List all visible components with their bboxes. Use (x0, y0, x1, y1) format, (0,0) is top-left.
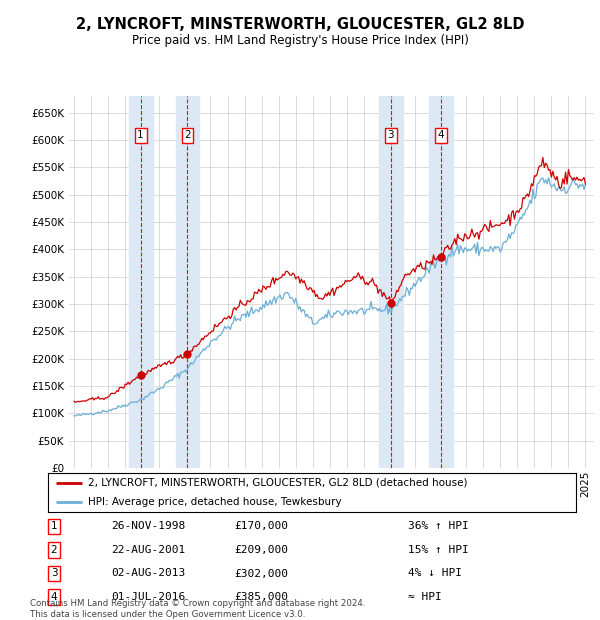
Text: 4: 4 (50, 592, 58, 602)
Text: Contains HM Land Registry data © Crown copyright and database right 2024.
This d: Contains HM Land Registry data © Crown c… (30, 600, 365, 619)
Text: 3: 3 (388, 130, 394, 140)
Text: HPI: Average price, detached house, Tewkesbury: HPI: Average price, detached house, Tewk… (88, 497, 341, 507)
Text: 3: 3 (50, 569, 58, 578)
Text: 01-JUL-2016: 01-JUL-2016 (111, 592, 185, 602)
Text: 22-AUG-2001: 22-AUG-2001 (111, 545, 185, 555)
Text: Price paid vs. HM Land Registry's House Price Index (HPI): Price paid vs. HM Land Registry's House … (131, 34, 469, 47)
Text: 2, LYNCROFT, MINSTERWORTH, GLOUCESTER, GL2 8LD (detached house): 2, LYNCROFT, MINSTERWORTH, GLOUCESTER, G… (88, 477, 467, 488)
Text: 1: 1 (137, 130, 144, 140)
Text: £170,000: £170,000 (234, 521, 288, 531)
Text: 36% ↑ HPI: 36% ↑ HPI (408, 521, 469, 531)
Text: 26-NOV-1998: 26-NOV-1998 (111, 521, 185, 531)
Bar (379, 96, 403, 468)
Text: ≈ HPI: ≈ HPI (408, 592, 442, 602)
Text: 4% ↓ HPI: 4% ↓ HPI (408, 569, 462, 578)
Text: £209,000: £209,000 (234, 545, 288, 555)
Text: 4: 4 (437, 130, 444, 140)
Text: 1: 1 (50, 521, 58, 531)
Text: 15% ↑ HPI: 15% ↑ HPI (408, 545, 469, 555)
Text: £302,000: £302,000 (234, 569, 288, 578)
Text: 2: 2 (50, 545, 58, 555)
Text: 2: 2 (184, 130, 191, 140)
Bar (128, 96, 152, 468)
Text: £385,000: £385,000 (234, 592, 288, 602)
Text: 2, LYNCROFT, MINSTERWORTH, GLOUCESTER, GL2 8LD: 2, LYNCROFT, MINSTERWORTH, GLOUCESTER, G… (76, 17, 524, 32)
Bar (176, 96, 199, 468)
Bar (428, 96, 452, 468)
Text: 02-AUG-2013: 02-AUG-2013 (111, 569, 185, 578)
